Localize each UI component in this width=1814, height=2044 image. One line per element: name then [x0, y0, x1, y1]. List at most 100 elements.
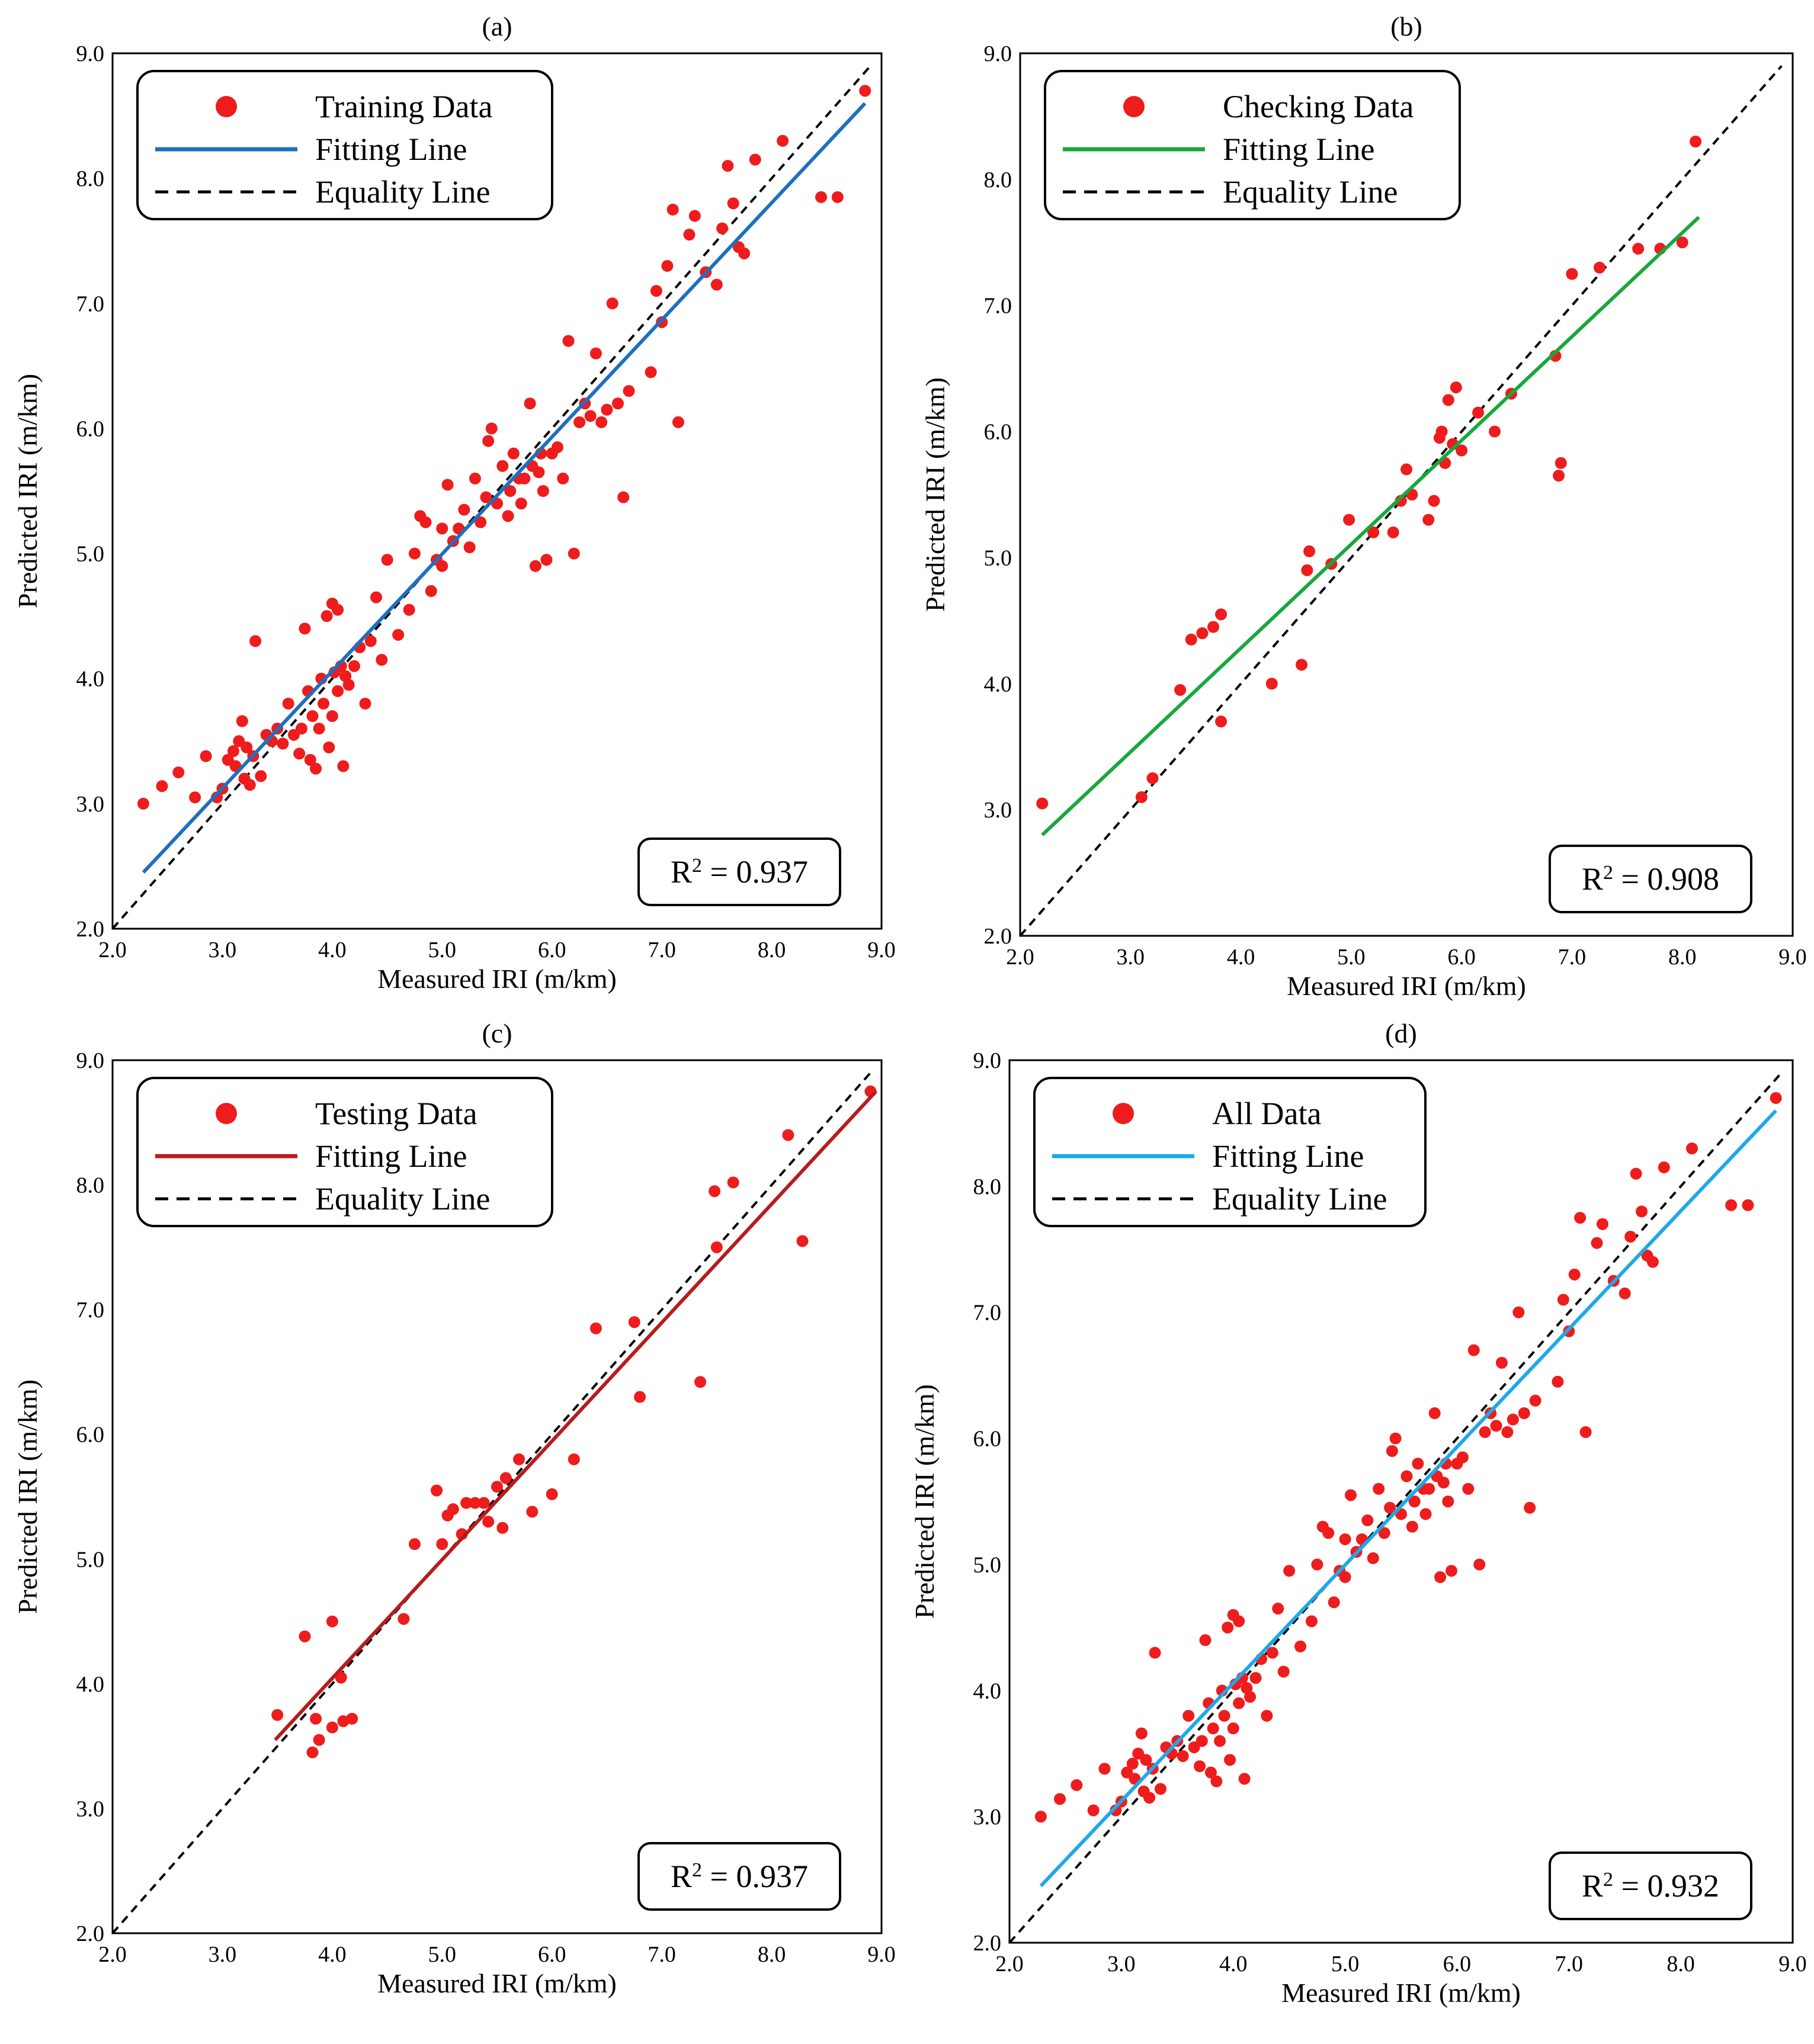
data-point	[1579, 1426, 1592, 1438]
data-point	[1272, 1602, 1284, 1615]
x-tick-label: 2.0	[1006, 945, 1034, 970]
x-tick-label: 2.0	[995, 1952, 1024, 1976]
data-point	[326, 1721, 338, 1734]
data-point	[475, 516, 487, 528]
data-point	[1456, 444, 1468, 457]
r2-value: = 0.908	[1613, 861, 1719, 897]
x-tick-label: 4.0	[318, 938, 347, 962]
data-point	[1135, 1727, 1148, 1740]
data-point	[1557, 1294, 1569, 1306]
y-axis-label: Predicted IRI (m/km)	[909, 1384, 940, 1619]
data-point	[295, 723, 307, 735]
y-tick-label: 8.0	[76, 166, 105, 191]
y-tick-label: 6.0	[76, 416, 105, 441]
data-point	[1098, 1763, 1111, 1775]
x-tick-label: 3.0	[1117, 945, 1145, 970]
data-point	[518, 472, 531, 484]
data-point	[617, 491, 630, 503]
data-point	[1442, 394, 1454, 406]
data-point	[496, 1522, 509, 1534]
x-tick-label: 4.0	[1227, 945, 1255, 970]
x-axis-label: Measured IRI (m/km)	[1287, 971, 1526, 1001]
data-point	[156, 780, 168, 792]
data-point	[1339, 1571, 1351, 1583]
data-point	[557, 472, 569, 484]
fitting-line	[1041, 216, 1700, 836]
panel-c: (c) 2.02.0 3.0 3.0 4.0 4.0 5.0 5.0 6.0 6.0 7.0 7.0 8…	[12, 1018, 896, 1998]
data-point	[1345, 1489, 1357, 1501]
data-point	[589, 1322, 602, 1334]
data-point	[1770, 1092, 1782, 1104]
x-tick-label: 3.0	[209, 938, 237, 962]
data-point	[1294, 1640, 1307, 1652]
data-point	[1423, 1483, 1435, 1495]
plot-frame	[111, 52, 883, 930]
data-point	[332, 685, 344, 697]
data-point	[1552, 1375, 1564, 1388]
x-tick-label: 4.0	[1219, 1952, 1248, 1976]
data-point	[1296, 659, 1308, 671]
data-point	[694, 1376, 707, 1388]
data-point	[777, 134, 789, 147]
data-point	[672, 416, 684, 428]
y-tick-label: 8.0	[973, 1175, 1002, 1199]
y-tick-label: 4.0	[76, 667, 105, 692]
data-point	[1249, 1672, 1262, 1684]
data-point	[1378, 1527, 1390, 1539]
data-point	[1339, 1533, 1351, 1545]
data-point	[321, 610, 333, 622]
data-point	[408, 547, 421, 560]
y-tick-label: 7.0	[984, 294, 1012, 319]
data-point	[1207, 621, 1219, 633]
data-point	[326, 1615, 338, 1628]
data-point	[1422, 514, 1435, 526]
data-point	[1149, 1647, 1161, 1659]
x-tick-label: 8.0	[1668, 945, 1697, 970]
data-point	[463, 541, 476, 554]
data-point	[359, 697, 371, 710]
data-point	[1437, 1477, 1450, 1489]
data-point	[482, 435, 495, 447]
data-point	[601, 403, 613, 416]
legend: Checking Data Fitting Line Equality Line	[1044, 70, 1461, 220]
x-tick-label: 9.0	[1778, 945, 1807, 970]
data-point	[1406, 1520, 1418, 1533]
plot-frame	[1019, 52, 1794, 937]
data-point	[346, 1712, 358, 1725]
data-point	[504, 485, 517, 497]
legend-point-symbol	[1123, 96, 1145, 117]
data-point	[236, 715, 248, 727]
y-tick-label: 4.0	[76, 1672, 105, 1697]
data-point	[1408, 1496, 1421, 1507]
data-point	[1174, 684, 1187, 696]
legend-fit-label: Fitting Line	[315, 131, 467, 167]
data-point	[1135, 791, 1148, 803]
data-point	[189, 791, 201, 804]
data-point	[628, 1316, 640, 1329]
data-point	[1473, 1558, 1486, 1571]
data-point	[1143, 1792, 1156, 1804]
data-point	[1619, 1287, 1631, 1299]
x-tick-label: 6.0	[1443, 1952, 1472, 1976]
data-point	[381, 554, 393, 566]
r2-value: = 0.937	[702, 1859, 808, 1894]
data-point	[710, 278, 723, 291]
data-point	[398, 1613, 410, 1625]
legend-point-symbol	[1113, 1103, 1134, 1124]
r2-annotation: R2 = 0.908	[1549, 845, 1752, 913]
data-point	[709, 1185, 721, 1198]
data-point	[1265, 678, 1278, 690]
r2-text: R2 = 0.937	[671, 1859, 808, 1894]
data-point	[1632, 242, 1645, 255]
data-point	[469, 472, 481, 484]
data-point	[1185, 633, 1197, 646]
x-tick-label: 7.0	[1555, 1952, 1584, 1976]
equality-line	[1008, 1071, 1783, 1944]
data-point	[1507, 1413, 1519, 1426]
data-point	[513, 1453, 525, 1465]
x-tick-label: 7.0	[648, 938, 676, 962]
data-point	[727, 1176, 739, 1189]
r2-box	[637, 1842, 841, 1911]
legend-equality-label: Equality Line	[1223, 174, 1398, 210]
data-point	[1518, 1407, 1530, 1419]
